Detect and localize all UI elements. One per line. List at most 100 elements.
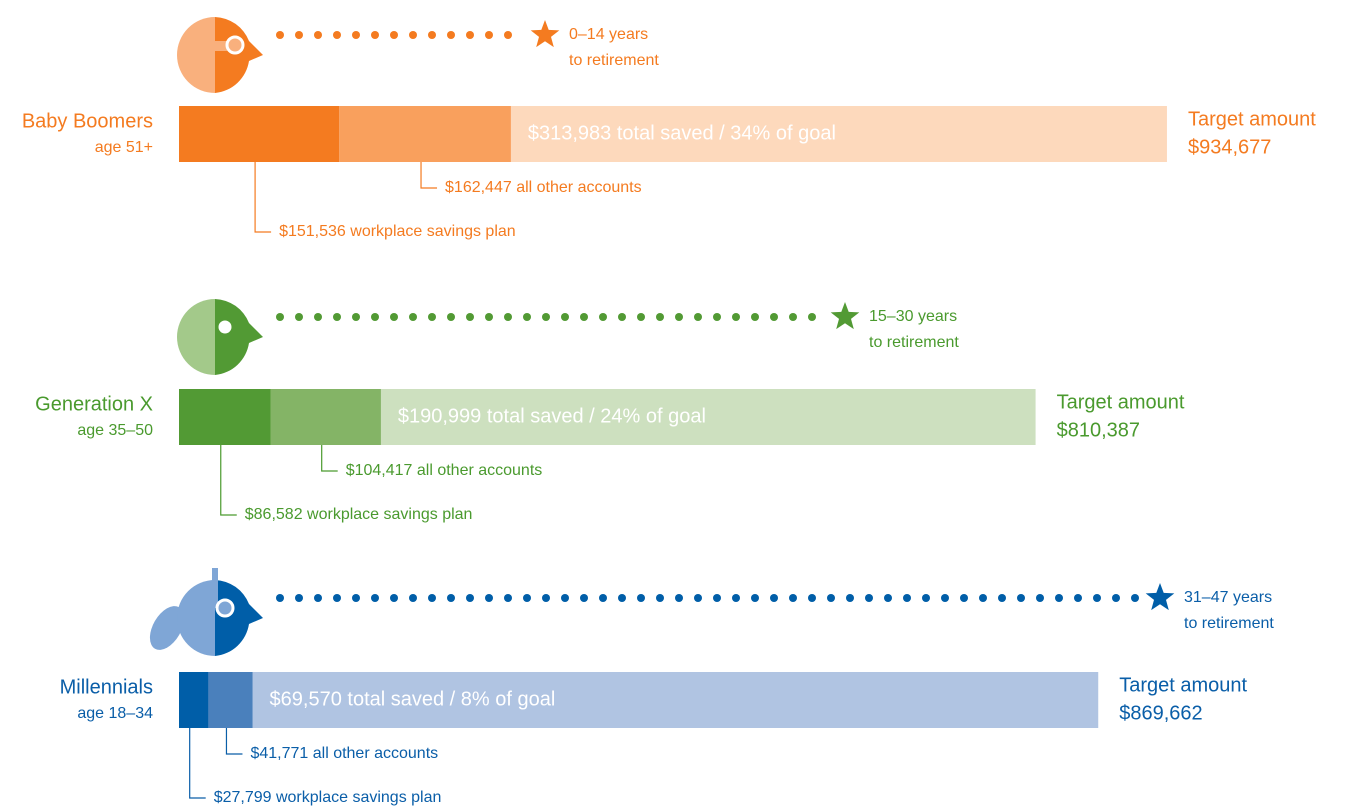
path-dot: [1131, 594, 1139, 602]
head-back: [177, 17, 215, 93]
savings-segment: [179, 106, 340, 162]
segment-label: $162,447 all other accounts: [445, 179, 642, 196]
path-dot: [333, 313, 341, 321]
path-dot: [580, 313, 588, 321]
path-dot: [352, 594, 360, 602]
path-dot: [409, 594, 417, 602]
head-face: [215, 17, 263, 93]
eye: [218, 320, 232, 334]
leader-line: [225, 728, 243, 755]
star: [830, 302, 860, 330]
path-dot: [390, 594, 398, 602]
path-dot: [428, 313, 436, 321]
path-dot: [333, 31, 341, 39]
eye: [215, 598, 235, 618]
leader-line: [189, 728, 206, 799]
path-dot: [694, 594, 702, 602]
path-dot: [675, 313, 683, 321]
path-dot: [675, 594, 683, 602]
target-label: $869,662: [1119, 702, 1202, 724]
path-dot: [485, 31, 493, 39]
segment-label: $104,417 all other accounts: [346, 462, 543, 479]
age-label: age 18–34: [77, 705, 153, 722]
path-dot: [390, 31, 398, 39]
segment-label: $27,799 workplace savings plan: [214, 789, 442, 806]
savings-segment: [270, 389, 381, 445]
path-dot: [789, 313, 797, 321]
path-dot: [713, 313, 721, 321]
category-label: Millennials: [60, 676, 153, 698]
leader-line: [321, 445, 338, 472]
path-dot: [466, 594, 474, 602]
path-dot: [713, 594, 721, 602]
star: [530, 20, 560, 48]
path-dot: [523, 594, 531, 602]
path-dot: [352, 31, 360, 39]
savings-segment: [339, 106, 511, 162]
path-dot: [371, 31, 379, 39]
path-dot: [371, 313, 379, 321]
retirement-label: to retirement: [569, 52, 659, 69]
path-dot: [409, 31, 417, 39]
segment-label: $151,536 workplace savings plan: [279, 223, 516, 240]
ponytail: [149, 606, 185, 650]
retirement-label: to retirement: [869, 334, 959, 351]
path-dot: [295, 313, 303, 321]
target-label: $934,677: [1188, 136, 1271, 158]
target-title: Target amount: [1119, 674, 1247, 696]
path-dot: [390, 313, 398, 321]
path-dot: [903, 594, 911, 602]
path-dot: [751, 313, 759, 321]
target-bar: [179, 672, 1099, 728]
path-dot: [637, 594, 645, 602]
path-dot: [409, 313, 417, 321]
path-dot: [314, 594, 322, 602]
total-label: $313,983 total saved / 34% of goal: [528, 122, 836, 144]
target-label: $810,387: [1057, 419, 1140, 441]
segment-label: $86,582 workplace savings plan: [245, 506, 473, 523]
head-face: [215, 580, 263, 656]
path-dot: [371, 594, 379, 602]
path-dot: [751, 594, 759, 602]
path-dot: [561, 313, 569, 321]
path-dot: [827, 594, 835, 602]
star: [1145, 583, 1175, 611]
leader-line: [254, 162, 272, 233]
path-dot: [333, 594, 341, 602]
path-dot: [504, 313, 512, 321]
path-dot: [960, 594, 968, 602]
path-dot: [428, 31, 436, 39]
path-dot: [276, 31, 284, 39]
path-dot: [466, 31, 474, 39]
path-dot: [1017, 594, 1025, 602]
glasses: [205, 41, 227, 51]
path-dot: [922, 594, 930, 602]
savings-segment: [208, 672, 253, 728]
path-dot: [1074, 594, 1082, 602]
target-title: Target amount: [1057, 391, 1185, 413]
path-dot: [542, 594, 550, 602]
path-dot: [618, 594, 626, 602]
path-dot: [770, 594, 778, 602]
head-face: [215, 299, 263, 375]
path-dot: [542, 313, 550, 321]
path-dot: [1112, 594, 1120, 602]
path-dot: [865, 594, 873, 602]
path-dot: [1036, 594, 1044, 602]
age-label: age 35–50: [77, 422, 153, 439]
path-dot: [941, 594, 949, 602]
path-dot: [789, 594, 797, 602]
retirement-label: 15–30 years: [869, 308, 957, 325]
path-dot: [276, 594, 284, 602]
path-dot: [998, 594, 1006, 602]
path-dot: [1055, 594, 1063, 602]
path-dot: [637, 313, 645, 321]
leader-line: [420, 162, 438, 189]
savings-segment: [179, 389, 271, 445]
total-label: $190,999 total saved / 24% of goal: [398, 405, 706, 427]
age-label: age 51+: [95, 139, 153, 156]
retirement-label: 0–14 years: [569, 26, 648, 43]
path-dot: [846, 594, 854, 602]
head-back: [177, 299, 215, 375]
path-dot: [523, 313, 531, 321]
